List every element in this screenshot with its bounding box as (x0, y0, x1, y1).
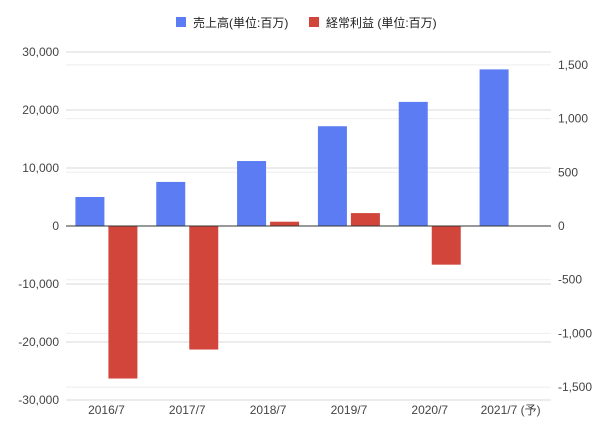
left-tick-label: 20,000 (22, 103, 59, 117)
left-tick-label: 0 (52, 219, 59, 233)
right-tick-label: 500 (558, 165, 578, 179)
x-axis-ticks: 2016/7 2017/7 2018/7 2019/7 2020/7 2021/7 (予) (88, 403, 541, 417)
right-tick-label: 0 (558, 219, 565, 233)
bar-sales-0 (75, 197, 105, 226)
right-tick-label: -1,500 (558, 380, 592, 394)
bar-profit-0 (108, 226, 138, 379)
x-tick-label: 2016/7 (88, 403, 125, 417)
left-tick-label: -30,000 (18, 393, 59, 407)
bar-profit-4 (431, 226, 461, 265)
bar-sales-4 (398, 101, 428, 226)
bar-profit-2 (270, 221, 300, 226)
x-tick-label: 2020/7 (411, 403, 448, 417)
legend-label-sales: 売上高(単位:百万) (193, 15, 288, 30)
left-tick-label: 30,000 (22, 45, 59, 59)
legend-swatch-profit (309, 17, 319, 27)
legend-label-profit: 経常利益 (単位:百万) (326, 15, 437, 30)
bar-profit-3 (350, 213, 380, 226)
bars (75, 69, 509, 379)
left-tick-label: -10,000 (18, 277, 59, 291)
bar-sales-2 (237, 161, 267, 226)
bar-sales-1 (156, 181, 186, 226)
x-tick-label: 2021/7 (予) (481, 403, 541, 417)
bar-sales-3 (317, 126, 347, 226)
right-axis-ticks: 1,500 1,000 500 0 -500 -1,000 -1,500 (558, 58, 592, 394)
right-tick-label: 1,500 (558, 58, 588, 72)
right-tick-label: -1,000 (558, 326, 592, 340)
x-tick-label: 2017/7 (169, 403, 206, 417)
right-tick-label: 1,000 (558, 112, 588, 126)
x-tick-label: 2018/7 (250, 403, 287, 417)
left-axis-ticks: 30,000 20,000 10,000 0 -10,000 -20,000 -30,000 (18, 45, 59, 407)
x-tick-label: 2019/7 (331, 403, 368, 417)
bar-sales-5 (479, 69, 509, 227)
right-tick-label: -500 (558, 273, 582, 287)
gridlines (66, 51, 551, 401)
bar-profit-1 (189, 226, 219, 350)
left-tick-label: 10,000 (22, 161, 59, 175)
legend-swatch-sales (176, 17, 186, 27)
legend: 売上高(単位:百万) 経常利益 (単位:百万) (176, 15, 437, 30)
left-tick-label: -20,000 (18, 335, 59, 349)
